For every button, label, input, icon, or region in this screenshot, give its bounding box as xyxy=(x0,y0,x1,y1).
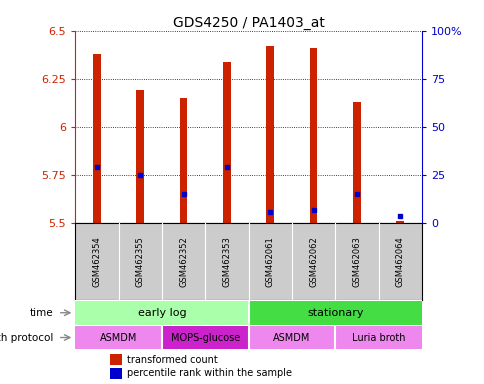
Bar xyxy=(75,301,248,324)
Bar xyxy=(109,354,122,365)
Bar xyxy=(109,368,122,379)
Text: GSM462355: GSM462355 xyxy=(136,237,144,287)
Text: ASMDM: ASMDM xyxy=(272,333,310,343)
Bar xyxy=(352,102,360,223)
Text: MOPS-glucose: MOPS-glucose xyxy=(170,333,240,343)
Text: GSM462061: GSM462061 xyxy=(265,237,274,287)
Bar xyxy=(179,98,187,223)
Text: GSM462354: GSM462354 xyxy=(92,237,101,287)
Title: GDS4250 / PA1403_at: GDS4250 / PA1403_at xyxy=(172,16,324,30)
Bar xyxy=(162,326,248,349)
Bar xyxy=(75,326,162,349)
Bar xyxy=(395,222,403,223)
Text: GSM462063: GSM462063 xyxy=(352,237,361,287)
Text: early log: early log xyxy=(137,308,186,318)
Bar xyxy=(223,61,230,223)
Text: GSM462353: GSM462353 xyxy=(222,237,231,287)
Bar xyxy=(248,301,421,324)
Bar xyxy=(309,48,317,223)
Bar xyxy=(248,326,334,349)
Text: ASMDM: ASMDM xyxy=(100,333,137,343)
Text: stationary: stationary xyxy=(306,308,363,318)
Text: Luria broth: Luria broth xyxy=(351,333,405,343)
Bar xyxy=(334,326,421,349)
Text: time: time xyxy=(30,308,53,318)
Bar xyxy=(266,46,273,223)
Text: GSM462064: GSM462064 xyxy=(395,237,404,287)
Bar xyxy=(136,90,144,223)
Bar xyxy=(93,54,101,223)
Text: growth protocol: growth protocol xyxy=(0,333,53,343)
Text: GSM462352: GSM462352 xyxy=(179,237,188,287)
Text: transformed count: transformed count xyxy=(127,354,217,364)
Text: percentile rank within the sample: percentile rank within the sample xyxy=(127,368,291,378)
Text: GSM462062: GSM462062 xyxy=(308,237,318,287)
